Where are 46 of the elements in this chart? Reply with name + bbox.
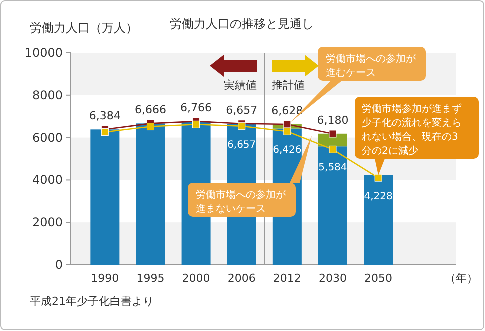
point bbox=[238, 122, 246, 130]
data-label: 6,426 bbox=[273, 144, 302, 156]
data-label: 5,584 bbox=[318, 162, 348, 174]
point bbox=[329, 146, 337, 154]
point bbox=[192, 120, 200, 128]
x-tick-label: 2050 bbox=[364, 272, 393, 285]
text: 平成21年少子化白書より bbox=[30, 295, 154, 308]
annotation: 労働市場参加が進まず少子化の流れを変えられない場合、現在の3分の2に減少 bbox=[362, 103, 462, 157]
annotation: 実績値 bbox=[224, 79, 257, 92]
y-tick-label: 2000 bbox=[32, 216, 63, 230]
point bbox=[284, 128, 292, 136]
point bbox=[101, 128, 109, 136]
x-tick-label: 2000 bbox=[182, 272, 210, 285]
annotation: 労働市場への参加が進むケース bbox=[326, 53, 417, 79]
point bbox=[146, 123, 154, 131]
point bbox=[284, 120, 292, 128]
y-tick-label: 6000 bbox=[32, 130, 63, 145]
y-tick-label: 10000 bbox=[24, 46, 63, 60]
x-axis-title: （年） bbox=[445, 272, 478, 285]
bar bbox=[136, 124, 166, 265]
x-tick-label: 2006 bbox=[228, 272, 256, 285]
point bbox=[329, 130, 337, 138]
x-tick-label: 2012 bbox=[273, 272, 302, 285]
bar bbox=[318, 146, 348, 265]
data-label: 6,628 bbox=[272, 104, 304, 118]
data-label: 6,180 bbox=[317, 114, 349, 127]
x-tick-label: 1995 bbox=[136, 272, 165, 285]
bar bbox=[364, 175, 394, 265]
x-tick-label: 2030 bbox=[318, 272, 347, 285]
data-label: 6,657 bbox=[228, 140, 256, 151]
y-tick-label: 0 bbox=[55, 258, 63, 272]
chart-title: 労働力人口の推移と見通し bbox=[170, 17, 314, 31]
annotation: 推計値 bbox=[272, 79, 305, 92]
data-label: 6,657 bbox=[226, 104, 258, 117]
callout: 労働市場参加が進まず少子化の流れを変えられない場合、現在の3分の2に減少 bbox=[355, 97, 479, 176]
y-axis-title: 労働力人口（万人） bbox=[30, 21, 138, 35]
x-tick-label: 1990 bbox=[91, 272, 120, 285]
data-label: 6,384 bbox=[89, 110, 121, 123]
data-label: 6,666 bbox=[134, 104, 166, 117]
bar bbox=[90, 130, 120, 265]
annotation: 労働市場への参加が進まないケース bbox=[196, 189, 287, 215]
point bbox=[374, 174, 382, 182]
y-tick-label: 4000 bbox=[32, 173, 63, 188]
data-label: 6,766 bbox=[180, 102, 212, 115]
y-tick-label: 8000 bbox=[32, 88, 63, 102]
data-label: 4,228 bbox=[364, 191, 393, 202]
